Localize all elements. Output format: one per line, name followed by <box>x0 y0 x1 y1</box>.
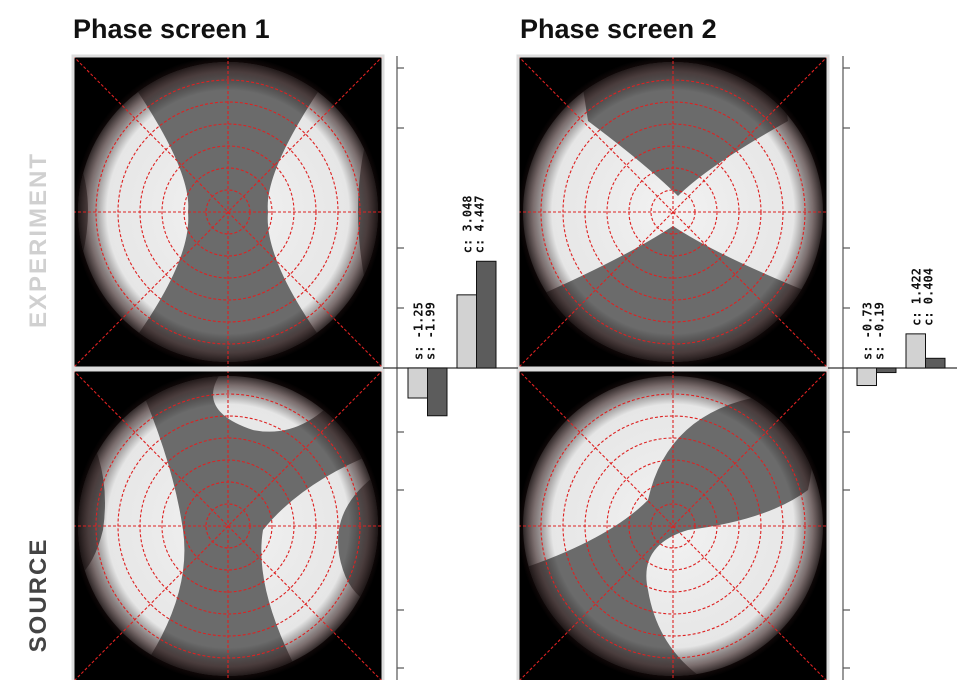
bar <box>926 358 946 368</box>
bar <box>408 368 428 398</box>
phase-image <box>73 56 383 368</box>
phase-image <box>518 56 828 368</box>
bar <box>428 368 448 416</box>
phase-image <box>73 370 383 680</box>
panel-title: Phase screen 1 <box>73 14 270 44</box>
row-label: SOURCE <box>25 538 52 653</box>
value-label: s: -1.99 <box>424 302 438 360</box>
phase-image <box>518 370 828 680</box>
bar <box>857 368 877 386</box>
value-label: c: 0.404 <box>922 268 936 326</box>
value-label: c: 4.447 <box>473 195 487 253</box>
bar <box>877 368 897 373</box>
bar <box>477 261 497 368</box>
value-label: s: -0.19 <box>873 302 887 360</box>
bar <box>906 334 926 368</box>
bar <box>457 295 477 368</box>
figure: Phase screen 1 Phase screen 2 EXPERIMENT… <box>0 0 957 680</box>
row-label: EXPERIMENT <box>25 152 52 328</box>
panel-title: Phase screen 2 <box>520 14 717 44</box>
